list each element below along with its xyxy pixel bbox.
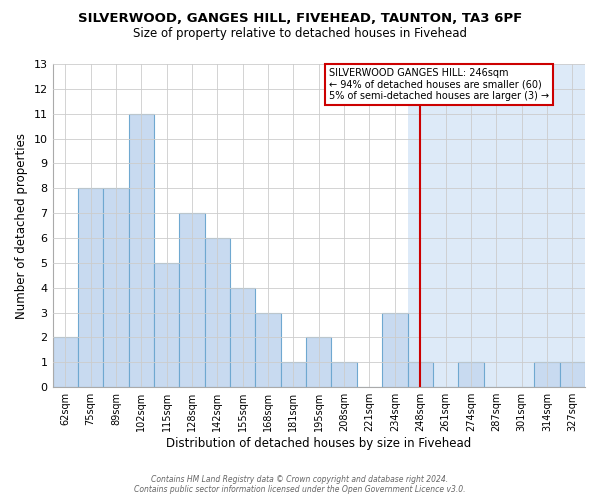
- Bar: [154, 263, 179, 387]
- Bar: [78, 188, 103, 387]
- Bar: [560, 362, 585, 387]
- Bar: [179, 213, 205, 387]
- Y-axis label: Number of detached properties: Number of detached properties: [15, 132, 28, 318]
- Bar: [458, 362, 484, 387]
- Text: SILVERWOOD GANGES HILL: 246sqm
← 94% of detached houses are smaller (60)
5% of s: SILVERWOOD GANGES HILL: 246sqm ← 94% of …: [329, 68, 549, 101]
- Bar: [53, 338, 78, 387]
- Bar: [534, 362, 560, 387]
- Bar: [230, 288, 256, 387]
- Bar: [205, 238, 230, 387]
- Bar: [128, 114, 154, 387]
- Bar: [103, 188, 128, 387]
- X-axis label: Distribution of detached houses by size in Fivehead: Distribution of detached houses by size …: [166, 437, 472, 450]
- Bar: [281, 362, 306, 387]
- Bar: [331, 362, 357, 387]
- Text: SILVERWOOD, GANGES HILL, FIVEHEAD, TAUNTON, TA3 6PF: SILVERWOOD, GANGES HILL, FIVEHEAD, TAUNT…: [78, 12, 522, 26]
- Bar: [382, 312, 407, 387]
- Bar: [256, 312, 281, 387]
- Text: Contains HM Land Registry data © Crown copyright and database right 2024.
Contai: Contains HM Land Registry data © Crown c…: [134, 474, 466, 494]
- Bar: [407, 64, 585, 387]
- Bar: [306, 338, 331, 387]
- Bar: [407, 362, 433, 387]
- Text: Size of property relative to detached houses in Fivehead: Size of property relative to detached ho…: [133, 28, 467, 40]
